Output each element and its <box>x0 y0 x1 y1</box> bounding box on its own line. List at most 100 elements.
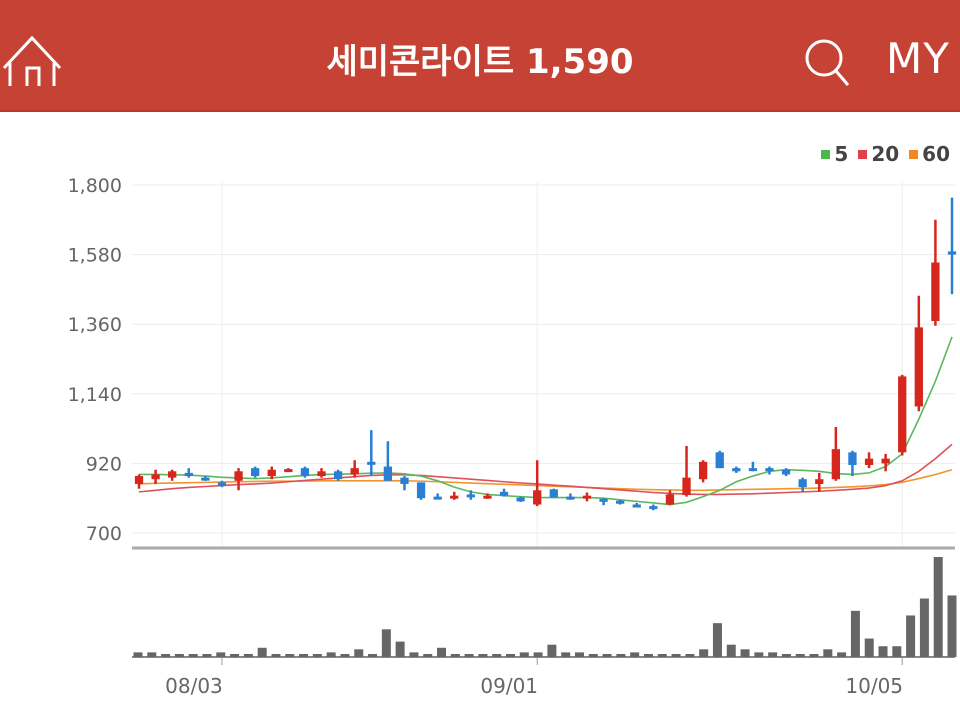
candle-body[interactable] <box>864 458 874 465</box>
candle-body[interactable] <box>698 461 708 480</box>
volume-bar <box>147 652 157 657</box>
candle-body[interactable] <box>168 471 177 478</box>
volume-bar <box>837 652 847 657</box>
legend-label: 20 <box>871 142 900 166</box>
legend-swatch <box>858 149 868 159</box>
volume-bar <box>809 654 819 657</box>
volume-bar <box>464 654 474 657</box>
volume-bar <box>768 652 778 657</box>
candle-body[interactable] <box>201 477 210 481</box>
volume-bar <box>354 649 364 657</box>
candle-body[interactable] <box>284 469 293 473</box>
volume-bar <box>781 654 791 657</box>
legend-item-ma20[interactable]: 20 <box>858 142 899 166</box>
x-tick-label: 08/03 <box>165 674 223 698</box>
candle-body[interactable] <box>267 469 276 477</box>
candlestick-chart: 1,800 1,580 1,360 1,140 920 700 08/03 09/01 10/0… <box>68 175 957 698</box>
candle-body[interactable] <box>665 494 675 505</box>
volume-bar <box>699 649 709 657</box>
candle-body[interactable] <box>931 262 940 322</box>
candle-body[interactable] <box>748 468 758 472</box>
app-header: 세미콘라이트 1,590 MY <box>0 0 960 112</box>
candle-body[interactable] <box>715 452 724 469</box>
candle-body[interactable] <box>732 468 741 472</box>
candle-body[interactable] <box>367 461 376 465</box>
volume-bar <box>216 652 226 657</box>
my-button[interactable]: MY <box>886 34 950 83</box>
volume-bar <box>754 652 764 657</box>
candle-body[interactable] <box>914 327 923 407</box>
candle-body[interactable] <box>234 471 243 481</box>
volume-bar <box>271 654 281 657</box>
legend-item-ma5[interactable]: 5 <box>821 142 848 166</box>
volume-bar <box>519 652 529 657</box>
volume-bar <box>478 654 488 657</box>
candle-body[interactable] <box>383 466 393 481</box>
candle-body[interactable] <box>815 479 824 484</box>
candle-body[interactable] <box>599 498 608 502</box>
candle-body[interactable] <box>682 477 691 496</box>
candle-body[interactable] <box>400 477 409 484</box>
volume-bar <box>326 652 336 657</box>
candle-body[interactable] <box>533 490 542 505</box>
search-button[interactable] <box>800 36 856 86</box>
candle-body[interactable] <box>450 495 459 499</box>
y-tick-label: 1,360 <box>68 314 122 336</box>
volume-bar <box>685 654 695 657</box>
candle-body[interactable] <box>831 449 841 480</box>
candle-body[interactable] <box>499 491 509 496</box>
candle-body[interactable] <box>217 482 227 486</box>
candle-body[interactable] <box>781 469 791 475</box>
candle-body[interactable] <box>582 495 592 499</box>
volume-bar <box>630 652 640 657</box>
y-tick-label: 1,580 <box>68 245 122 267</box>
candle-body[interactable] <box>300 468 310 477</box>
y-tick-label: 920 <box>86 453 122 475</box>
candle-body[interactable] <box>649 506 658 510</box>
legend-label: 60 <box>922 142 950 166</box>
candle-body[interactable] <box>433 496 442 500</box>
candle-body[interactable] <box>333 471 343 480</box>
volume-bar <box>506 654 516 657</box>
volume-bar <box>671 654 681 657</box>
volume-bar <box>381 629 391 657</box>
home-button[interactable] <box>0 28 64 88</box>
volume-bar <box>243 654 253 657</box>
candle-body[interactable] <box>549 489 558 498</box>
volume-bar <box>823 649 833 657</box>
legend-item-ma60[interactable]: 60 <box>909 142 950 166</box>
candle-body[interactable] <box>516 497 525 502</box>
volume-bar <box>740 649 750 657</box>
volume-bar <box>299 654 309 657</box>
candle-body[interactable] <box>898 376 907 453</box>
candle-body[interactable] <box>483 495 492 499</box>
volume-bar <box>492 654 502 657</box>
candle-body[interactable] <box>566 496 575 500</box>
volume-bar <box>892 646 902 657</box>
candle-body[interactable] <box>250 468 260 477</box>
candle-body[interactable] <box>134 476 144 484</box>
candle-body[interactable] <box>947 251 957 255</box>
volume-bar <box>230 654 240 657</box>
volume-bar <box>602 654 612 657</box>
volume-bar <box>795 654 805 657</box>
candle-body[interactable] <box>765 468 774 472</box>
candle-body[interactable] <box>151 474 160 480</box>
volume-bar <box>409 652 419 657</box>
candle-body[interactable] <box>798 479 807 488</box>
volume-bar <box>395 641 405 657</box>
candle-body[interactable] <box>416 482 426 499</box>
volume-bar <box>368 654 378 657</box>
legend-swatch <box>821 149 831 159</box>
volume-bar <box>712 623 722 657</box>
volume-bar <box>437 647 447 657</box>
candle-body[interactable] <box>616 500 625 504</box>
candle-body[interactable] <box>184 472 193 477</box>
candle-body[interactable] <box>466 494 475 498</box>
candle-body[interactable] <box>632 504 641 508</box>
candle-body[interactable] <box>848 452 857 465</box>
ma20-line <box>138 443 953 496</box>
candle-body[interactable] <box>317 471 326 477</box>
candle-body[interactable] <box>881 458 890 464</box>
candle-body[interactable] <box>350 468 359 475</box>
